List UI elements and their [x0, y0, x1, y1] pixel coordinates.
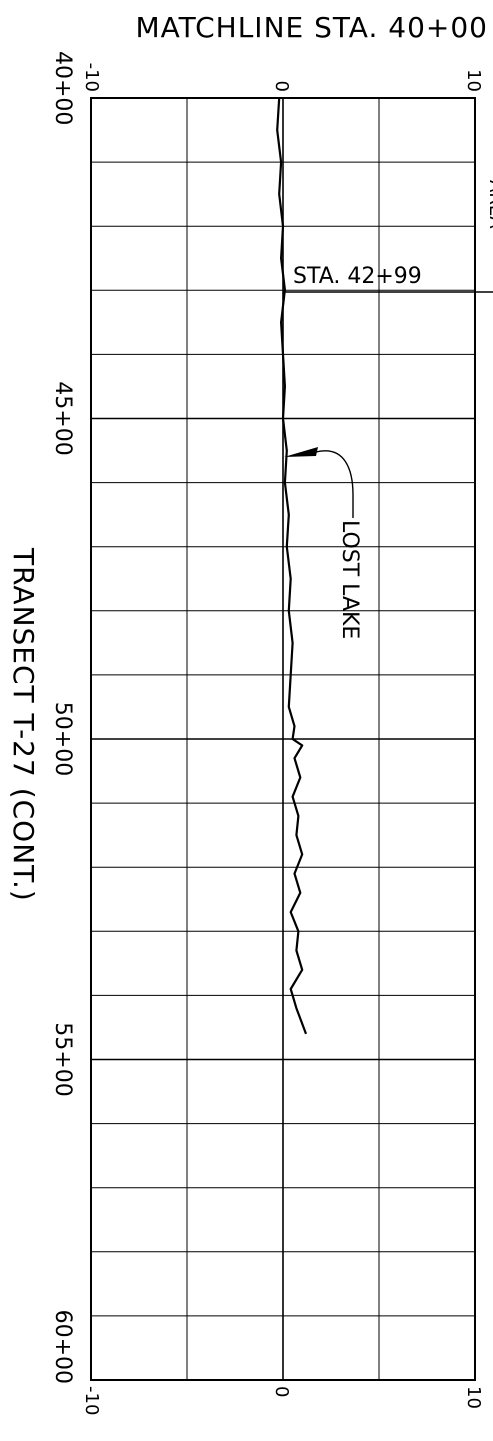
top-scale-left-tick: -10: [81, 63, 102, 92]
station-label: 60+00: [50, 1310, 75, 1384]
lost-lake-label: LOST LAKE: [337, 520, 362, 639]
bottom-scale-right-tick: 10: [463, 1386, 484, 1409]
leader-line: [315, 450, 354, 518]
chart-grid: [90, 97, 476, 1381]
area-label: AREA: [485, 180, 493, 229]
top-scale: -10 0 10: [81, 63, 484, 92]
bottom-scale-left-tick: -10: [81, 1386, 102, 1415]
top-scale-right-tick: 10: [463, 69, 484, 92]
station-label: 45+00: [50, 381, 75, 455]
profile-layer: [276, 97, 308, 1035]
matchline-header: MATCHLINE STA. 40+00: [136, 11, 489, 44]
leader-arrowhead: [284, 447, 318, 457]
station-label: 50+00: [50, 702, 75, 776]
station-marker: STA. 42+99: [283, 264, 493, 293]
station-axis: 40+00 45+00 50+00 55+00 60+00: [50, 51, 75, 1384]
transect-title: TRANSECT T-27 (CONT.): [7, 547, 40, 902]
bottom-scale: -10 0 10: [81, 1386, 484, 1415]
station-label: 40+00: [50, 51, 75, 125]
lost-lake-callout: LOST LAKE: [284, 447, 362, 639]
top-scale-center-tick: 0: [271, 81, 292, 92]
station-label: 55+00: [50, 1022, 75, 1096]
station-marker-label: STA. 42+99: [293, 264, 422, 289]
profile-line: [276, 97, 308, 1035]
bottom-scale-center-tick: 0: [271, 1386, 292, 1397]
